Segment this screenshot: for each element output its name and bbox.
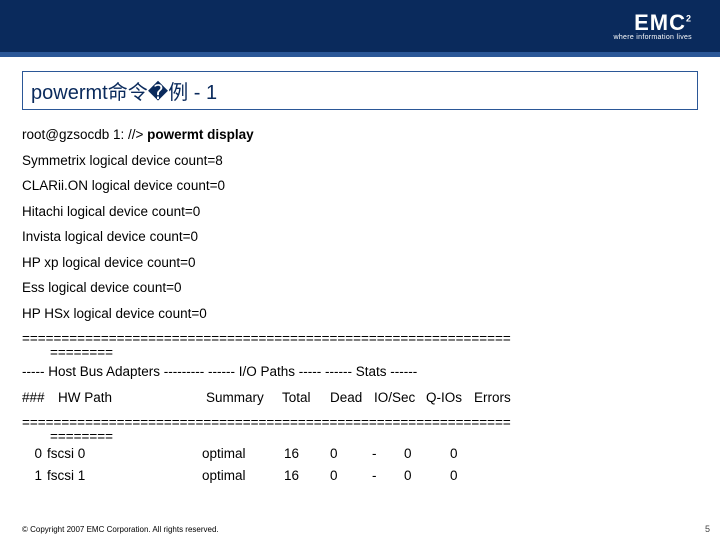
logo-text: EMC2	[614, 12, 693, 34]
col-total: Total	[282, 391, 330, 405]
sep-mid: ========================================…	[22, 415, 511, 430]
page-number: 5	[705, 524, 710, 534]
col-dead: Dead	[330, 391, 374, 405]
logo: EMC2 where information lives	[614, 12, 693, 41]
device-count-line: Invista logical device count=0	[22, 224, 698, 250]
cell-dead: 0	[330, 447, 372, 461]
device-count-line: HP xp logical device count=0	[22, 250, 698, 276]
table-row: 0 fscsi 0 optimal 16 0 - 0 0	[22, 443, 698, 465]
cell-total: 16	[284, 469, 330, 483]
device-count-line: Ess logical device count=0	[22, 275, 698, 301]
separator: ========================================…	[22, 410, 698, 443]
table-row: 1 fscsi 1 optimal 16 0 - 0 0	[22, 465, 698, 487]
cell-idx: 0	[22, 447, 42, 461]
shell-prompt: root@gzsocdb 1: //>	[22, 127, 147, 142]
device-count-line: HP HSx logical device count=0	[22, 301, 698, 327]
cell-qios: 0	[404, 447, 450, 461]
col-hwpath: HW Path	[58, 391, 206, 405]
cell-dead: 0	[330, 469, 372, 483]
cell-total: 16	[284, 447, 330, 461]
col-errors: Errors	[474, 391, 511, 405]
cell-hw: fscsi 0	[47, 447, 202, 461]
accent-bar	[0, 52, 720, 57]
device-count-line: Symmetrix logical device count=8	[22, 148, 698, 174]
sep-top: ========================================…	[22, 331, 511, 346]
cell-iosec: -	[372, 447, 404, 461]
cell-qios: 0	[404, 469, 450, 483]
shell-command: powermt display	[147, 127, 254, 142]
table-header-row: ### HW Path Summary Total Dead IO/Sec Q-…	[22, 385, 698, 411]
col-hash: ###	[22, 391, 58, 405]
sep-mid-cont: ========	[22, 429, 113, 444]
cell-iosec: -	[372, 469, 404, 483]
page-title: powermt命令�例 - 1	[31, 76, 689, 105]
prompt-line: root@gzsocdb 1: //> powermt display	[22, 122, 698, 148]
table-section-header: ----- Host Bus Adapters --------- ------…	[22, 359, 698, 385]
device-count-line: CLARii.ON logical device count=0	[22, 173, 698, 199]
device-count-line: Hitachi logical device count=0	[22, 199, 698, 225]
col-summary: Summary	[206, 391, 282, 405]
cell-summary: optimal	[202, 469, 284, 483]
logo-sup: 2	[686, 13, 692, 23]
copyright-text: © Copyright 2007 EMC Corporation. All ri…	[22, 525, 219, 534]
sep-top-cont: ========	[22, 345, 113, 360]
title-box: powermt命令�例 - 1	[22, 71, 698, 110]
cell-errors: 0	[450, 447, 458, 461]
col-iosec: IO/Sec	[374, 391, 426, 405]
logo-name: EMC	[634, 10, 686, 35]
cell-summary: optimal	[202, 447, 284, 461]
logo-tagline: where information lives	[614, 34, 693, 41]
col-qios: Q-IOs	[426, 391, 474, 405]
separator: ========================================…	[22, 326, 698, 359]
cell-errors: 0	[450, 469, 458, 483]
cell-hw: fscsi 1	[47, 469, 202, 483]
terminal-output: root@gzsocdb 1: //> powermt display Symm…	[22, 122, 698, 486]
topbar: EMC2 where information lives	[0, 0, 720, 52]
cell-idx: 1	[22, 469, 42, 483]
